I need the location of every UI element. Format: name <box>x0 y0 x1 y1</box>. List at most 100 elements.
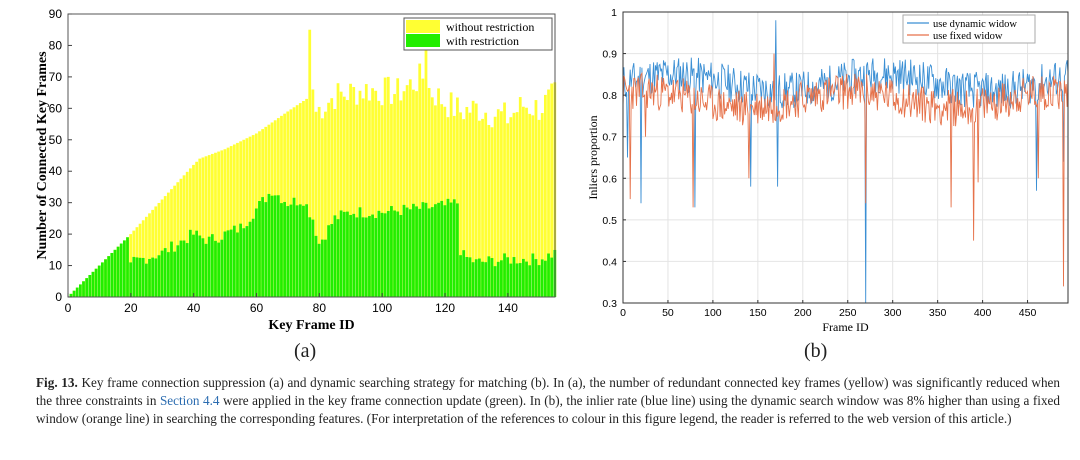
bar-with-restriction <box>110 252 114 297</box>
bar-with-restriction <box>157 255 161 297</box>
bar-with-restriction <box>119 243 123 297</box>
bar-with-restriction <box>339 210 343 297</box>
bar-without-restriction <box>364 84 368 297</box>
bar-with-restriction <box>496 261 500 297</box>
x-axis-label: Key Frame ID <box>268 318 354 333</box>
y-tick-label: 40 <box>49 164 63 178</box>
bar-without-restriction <box>412 89 415 298</box>
chart-a-svg: 0 20 40 60 80 100 120 140 0 10 20 30 40 50 60 70 80 90 Key… <box>35 7 557 333</box>
bar-without-restriction <box>493 116 497 297</box>
y-tick-label: 20 <box>49 227 63 241</box>
bar-without-restriction <box>459 112 462 298</box>
bar-with-restriction <box>424 202 428 297</box>
bar-without-restriction <box>509 117 513 297</box>
bar-with-restriction <box>405 207 409 297</box>
bar-with-restriction <box>506 257 510 297</box>
bar-with-restriction <box>430 207 434 297</box>
bar-with-restriction <box>346 211 349 297</box>
bar-without-restriction <box>380 105 384 297</box>
bar-with-restriction <box>75 287 79 297</box>
bar-with-restriction <box>449 202 453 297</box>
y-tick-label: 70 <box>49 70 63 84</box>
bar-without-restriction <box>308 29 312 297</box>
bar-without-restriction <box>223 149 227 297</box>
bar-without-restriction <box>302 101 305 297</box>
bar-with-restriction <box>176 245 180 297</box>
bar-with-restriction <box>280 203 283 297</box>
bar-with-restriction <box>242 228 246 297</box>
x-tick-label: 100 <box>372 301 392 315</box>
bar-with-restriction <box>305 204 308 297</box>
bar-without-restriction <box>443 106 447 297</box>
bar-with-restriction <box>173 251 177 297</box>
line-dynamic-window <box>622 20 1069 304</box>
bar-with-restriction <box>421 202 425 297</box>
bar-without-restriction <box>305 98 308 298</box>
y-tick-label: 0.9 <box>602 49 617 61</box>
bar-without-restriction <box>311 89 315 297</box>
bar-with-restriction <box>317 243 321 297</box>
bar-without-restriction <box>151 209 155 297</box>
bar-without-restriction <box>358 90 362 298</box>
y-tick-label: 30 <box>49 196 63 210</box>
bar-with-restriction <box>484 262 488 297</box>
bar-without-restriction <box>214 152 217 297</box>
bar-with-restriction <box>443 205 447 297</box>
bar-with-restriction <box>94 268 98 297</box>
bar-with-restriction <box>462 250 466 297</box>
bar-with-restriction <box>91 271 95 297</box>
bar-without-restriction <box>434 105 437 297</box>
bar-without-restriction <box>198 158 202 297</box>
bar-without-restriction <box>236 142 239 297</box>
bar-without-restriction <box>204 156 208 297</box>
bar-with-restriction <box>79 284 82 297</box>
bar-with-restriction <box>518 263 522 297</box>
bar-without-restriction <box>418 63 422 297</box>
bar-without-restriction <box>402 91 406 297</box>
bar-without-restriction <box>144 216 148 297</box>
bar-with-restriction <box>474 259 478 297</box>
x-tick-label: 300 <box>884 307 902 319</box>
bar-with-restriction <box>544 260 547 297</box>
x-tick-label: 80 <box>313 301 327 315</box>
bar-with-restriction <box>358 207 362 297</box>
bar-with-restriction <box>528 265 532 297</box>
bar-with-restriction <box>97 265 101 297</box>
bar-with-restriction <box>188 229 192 297</box>
caption-section-link[interactable]: Section 4.4 <box>159 393 220 408</box>
x-tick-label: 60 <box>250 301 264 315</box>
bar-without-restriction <box>437 88 440 298</box>
bar-without-restriction <box>217 151 220 297</box>
bar-without-restriction <box>232 144 236 297</box>
bar-with-restriction <box>402 204 406 297</box>
y-tick-label: 80 <box>49 38 63 52</box>
bar-with-restriction <box>481 261 484 297</box>
bar-without-restriction <box>245 138 249 297</box>
bar-without-restriction <box>430 97 434 297</box>
bar-with-restriction <box>456 203 459 297</box>
bar-without-restriction <box>462 119 466 298</box>
bar-without-restriction <box>298 103 302 297</box>
y-tick-label: 90 <box>49 7 63 21</box>
x-tick-label: 120 <box>435 301 455 315</box>
bar-with-restriction <box>452 199 456 297</box>
bar-without-restriction <box>361 98 365 298</box>
bar-with-restriction <box>226 230 230 297</box>
bar-with-restriction <box>471 262 475 297</box>
bar-with-restriction <box>148 258 151 297</box>
bar-with-restriction <box>314 235 318 297</box>
bar-without-restriction <box>377 100 381 297</box>
y-tick-label: 0.8 <box>602 90 617 102</box>
bar-with-restriction <box>223 231 227 297</box>
chart-a: 0 20 40 60 80 100 120 140 0 10 20 30 40 50 60 70 80 90 Key… <box>0 0 575 365</box>
bar-with-restriction <box>88 274 92 297</box>
bar-without-restriction <box>349 83 352 298</box>
bar-with-restriction <box>170 241 173 297</box>
line-fixed-window <box>622 53 1069 287</box>
bar-with-restriction <box>72 290 76 297</box>
bar-without-restriction <box>242 139 246 297</box>
chart-b-svg: 0 50 100 150 200 250 300 350 400 450 0.3 0.4 0.5 0.6 0… <box>586 7 1069 334</box>
y-tick-label: 0.4 <box>602 256 617 268</box>
bar-without-restriction <box>481 118 484 298</box>
bar-without-restriction <box>346 100 349 298</box>
